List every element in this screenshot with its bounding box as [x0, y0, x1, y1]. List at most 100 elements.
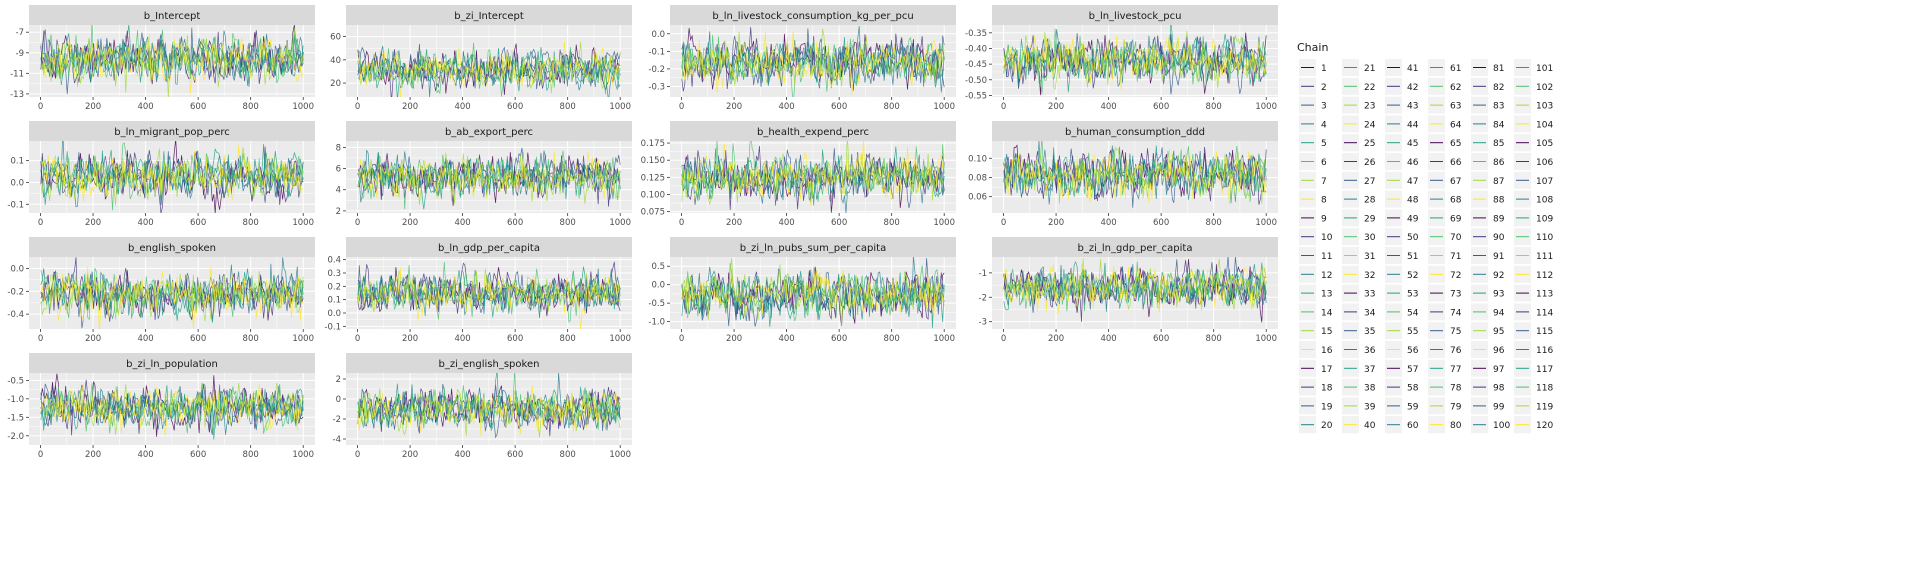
x-tick-label: 200 — [402, 334, 418, 344]
legend-label: 47 — [1407, 177, 1418, 187]
legend-label: 117 — [1536, 365, 1553, 375]
legend-label: 90 — [1493, 233, 1505, 243]
y-tick-label: 0.3 — [327, 269, 341, 279]
chain-trace — [40, 144, 304, 203]
x-tick-label: 600 — [190, 218, 206, 228]
y-tick-label: -0.1 — [7, 200, 24, 210]
facet-strip — [670, 237, 956, 257]
legend-label: 35 — [1364, 327, 1375, 337]
x-tick-label: 200 — [85, 218, 101, 228]
x-tick-label: 600 — [507, 450, 523, 460]
chain-trace — [1003, 263, 1267, 315]
y-tick-label: 0.0 — [651, 281, 665, 291]
facet-strip — [346, 121, 632, 141]
legend-label: 76 — [1450, 346, 1462, 356]
facet-title: b_ln_livestock_consumption_kg_per_pcu — [712, 11, 913, 22]
facet-strip — [670, 5, 956, 25]
legend-label: 40 — [1364, 421, 1376, 431]
legend-label: 57 — [1407, 365, 1418, 375]
trace-group — [357, 261, 621, 329]
legend-label: 91 — [1493, 252, 1504, 262]
legend-label: 83 — [1493, 102, 1504, 112]
legend-label: 17 — [1321, 365, 1332, 375]
legend-label: 77 — [1450, 365, 1461, 375]
x-tick-label: 1000 — [609, 218, 631, 228]
x-tick-label: 0 — [1001, 334, 1006, 344]
legend-label: 52 — [1407, 271, 1418, 281]
y-tick-label: -1.0 — [648, 318, 665, 328]
x-tick-label: 400 — [137, 450, 153, 460]
legend-label: 25 — [1364, 139, 1375, 149]
legend-label: 19 — [1321, 402, 1333, 412]
x-tick-label: 800 — [884, 218, 900, 228]
legend-label: 11 — [1321, 252, 1332, 262]
facet-title: b_Intercept — [144, 11, 201, 22]
x-tick-label: 800 — [1206, 102, 1222, 112]
legend-label: 114 — [1536, 308, 1553, 318]
x-tick-label: 400 — [778, 102, 794, 112]
facet-strip — [346, 5, 632, 25]
y-tick-label: 0.075 — [641, 208, 665, 218]
chain-trace — [357, 388, 621, 438]
facet-panel: b_ab_export_perc 0 200 400 600 800 1000 2 4 6 8 — [336, 121, 632, 228]
facet-panel: b_ln_livestock_consumption_kg_per_pcu 0 20… — [648, 5, 956, 112]
y-tick-label: 0.08 — [968, 173, 987, 183]
x-tick-label: 400 — [1100, 218, 1116, 228]
legend-label: 24 — [1364, 120, 1376, 130]
legend-label: 68 — [1450, 196, 1462, 206]
y-tick-label: -1.5 — [7, 413, 24, 423]
y-tick-label: 2 — [336, 207, 341, 217]
trace-group — [1003, 141, 1267, 208]
x-tick-label: 1000 — [1255, 334, 1277, 344]
y-tick-label: 20 — [330, 79, 341, 89]
legend-label: 87 — [1493, 177, 1504, 187]
chain-trace — [681, 26, 945, 93]
legend-label: 66 — [1450, 158, 1462, 168]
legend-label: 8 — [1321, 196, 1327, 206]
legend-label: 107 — [1536, 177, 1553, 187]
x-tick-label: 800 — [1206, 218, 1222, 228]
y-tick-label: 0.1 — [10, 157, 24, 167]
x-tick-label: 600 — [1153, 102, 1169, 112]
legend-label: 15 — [1321, 327, 1332, 337]
legend-label: 105 — [1536, 139, 1553, 149]
x-tick-label: 0 — [1001, 218, 1006, 228]
x-tick-label: 600 — [507, 102, 523, 112]
x-tick-label: 400 — [778, 218, 794, 228]
chain-trace — [40, 268, 304, 323]
facet-strip — [29, 121, 315, 141]
facet-title: b_zi_ln_pubs_sum_per_capita — [740, 243, 886, 254]
facet-panel: b_human_consumption_ddd 0 200 400 600 800 1000… — [968, 121, 1278, 228]
chain-trace — [357, 384, 621, 439]
legend-label: 88 — [1493, 196, 1505, 206]
y-tick-label: 0.10 — [968, 154, 987, 164]
legend-label: 30 — [1364, 233, 1376, 243]
x-tick-label: 800 — [243, 218, 259, 228]
x-tick-label: 1000 — [609, 334, 631, 344]
legend-label: 42 — [1407, 83, 1418, 93]
legend-label: 94 — [1493, 308, 1505, 318]
facet-panel: b_ln_livestock_pcu 0 200 400 600 800 1000 -0.55… — [965, 5, 1278, 112]
x-tick-label: 1000 — [609, 102, 631, 112]
legend-label: 85 — [1493, 139, 1504, 149]
legend-label: 110 — [1536, 233, 1553, 243]
x-tick-label: 200 — [85, 102, 101, 112]
legend-label: 45 — [1407, 139, 1418, 149]
y-tick-label: 0.0 — [651, 30, 665, 40]
y-tick-label: 0 — [336, 395, 341, 405]
y-tick-label: -2 — [333, 415, 341, 425]
x-tick-label: 0 — [679, 218, 684, 228]
legend-label: 102 — [1536, 83, 1553, 93]
y-tick-label: 60 — [330, 33, 341, 43]
y-tick-label: 0.175 — [641, 139, 665, 149]
legend-label: 100 — [1493, 421, 1510, 431]
legend-label: 103 — [1536, 102, 1553, 112]
legend-label: 6 — [1321, 158, 1327, 168]
y-tick-label: -13 — [10, 90, 24, 100]
legend-label: 108 — [1536, 196, 1553, 206]
x-tick-label: 200 — [726, 334, 742, 344]
facet-title: b_ln_migrant_pop_perc — [114, 127, 230, 138]
trace-group — [40, 141, 304, 213]
legend-label: 4 — [1321, 120, 1327, 130]
y-tick-label: -0.40 — [965, 44, 987, 54]
